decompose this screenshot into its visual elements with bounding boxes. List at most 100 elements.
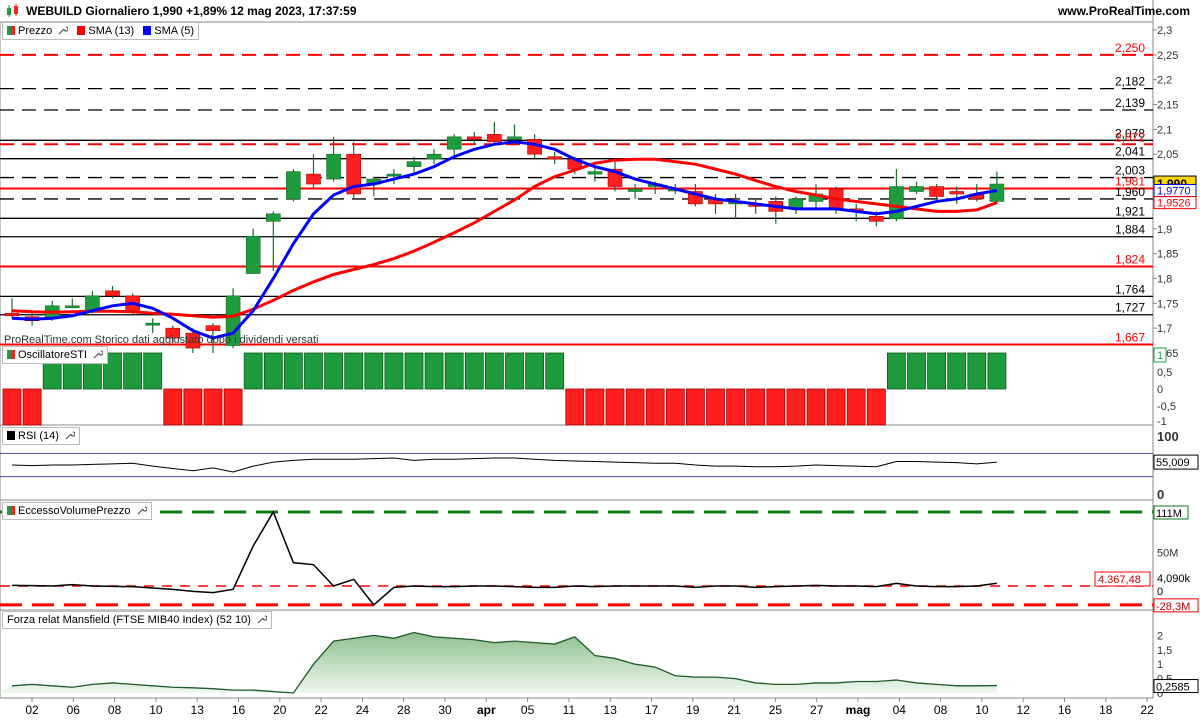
wrench-icon[interactable] (58, 25, 69, 35)
evp-box-value: 4.367,48 (1098, 574, 1141, 586)
legend-bar[interactable]: Prezzo SMA (13) SMA (5) (2, 22, 200, 40)
sti-bar (826, 388, 846, 426)
candle (185, 332, 201, 349)
price-swatch-icon (7, 26, 15, 35)
sti-current-value: 1 (1157, 350, 1163, 362)
candle (65, 305, 80, 309)
evp-lower-tag (1153, 598, 1199, 613)
x-tick-label: 16 (232, 703, 246, 717)
candle (889, 186, 904, 220)
site-link[interactable]: www.ProRealTime.com (1057, 4, 1190, 18)
x-tick-label: 06 (67, 703, 81, 717)
x-tick-label: 12 (1017, 703, 1031, 717)
evp-swatch-icon (7, 506, 15, 515)
rsi-panel-label[interactable]: RSI (14) (2, 427, 81, 445)
y-tick-label: 1,7 (1157, 323, 1172, 335)
sti-bar (746, 388, 766, 426)
mansfield-current-value: 0,2585 (1156, 682, 1190, 694)
sti-bar (143, 352, 163, 390)
sti-bar (947, 352, 967, 390)
sti-bar (183, 388, 203, 426)
y-tick-label: 2,25 (1157, 50, 1178, 62)
legend-sma13: SMA (13) (88, 25, 135, 37)
candle (547, 156, 563, 160)
sti-bar (243, 352, 263, 390)
sti-bar (505, 352, 524, 390)
x-tick-label: 20 (273, 703, 287, 717)
mansfield-tick-label: 2 (1157, 630, 1163, 642)
data-footnote: ProRealTime.com Storico dati aggiustato … (4, 334, 319, 346)
sti-tick-label: 0,5 (1157, 367, 1172, 379)
x-tick-label: 25 (769, 703, 783, 717)
sti-bar (263, 352, 283, 390)
legend-sma5: SMA (5) (154, 25, 195, 37)
evp-line (11, 510, 998, 606)
candle (105, 290, 120, 297)
candle (466, 136, 482, 140)
rsi-swatch-icon (7, 431, 15, 440)
candle (265, 213, 281, 222)
y-tick-label: 2,2 (1157, 75, 1172, 87)
candle (929, 186, 944, 197)
mansfield-panel-label[interactable]: Forza relat Mansfield (FTSE MIB40 Index)… (2, 611, 272, 629)
sti-bar (585, 388, 605, 426)
panel-frame (0, 424, 1154, 501)
candle (286, 171, 301, 200)
sma5-value: 1,9770 (1157, 186, 1191, 198)
level-label: 1,727 (1115, 301, 1145, 315)
x-tick-label: 10 (149, 703, 163, 717)
sti-tick-label: 0 (1157, 384, 1163, 396)
sti-bar (545, 352, 565, 390)
candle (507, 136, 522, 140)
level-label: 1,667 (1115, 331, 1145, 345)
level-label: 2,041 (1115, 145, 1145, 159)
sti-panel-label[interactable]: OscillatoreSTI (2, 346, 109, 364)
sti-bar (384, 352, 404, 390)
candle (627, 188, 643, 192)
mansfield-title: Forza relat Mansfield (FTSE MIB40 Index)… (7, 614, 251, 626)
evp-panel-label[interactable]: EccessoVolumePrezzo (2, 502, 152, 520)
wrench-icon[interactable] (257, 614, 267, 624)
legend-price: Prezzo (18, 25, 53, 37)
sti-bar (686, 388, 705, 426)
sma13-line (11, 157, 998, 319)
x-tick-label: 04 (893, 703, 907, 717)
x-tick-label: 30 (438, 703, 452, 717)
y-tick-label: 2,15 (1157, 100, 1178, 112)
mansfield-tick-label: 1,5 (1157, 645, 1172, 657)
sti-bar (364, 352, 384, 390)
x-tick-label: 08 (934, 703, 948, 717)
sti-bar (525, 352, 544, 390)
sti-bar (806, 388, 826, 426)
candle (386, 173, 402, 177)
evp-lower-value: -28,3M (1156, 601, 1190, 613)
wrench-icon[interactable] (93, 349, 104, 359)
x-tick-label: 08 (108, 703, 122, 717)
candle (487, 134, 502, 143)
sti-bar (484, 352, 504, 390)
candle (205, 325, 221, 331)
sti-bar (907, 352, 926, 390)
sma13-value: 1,9526 (1157, 198, 1191, 210)
sti-bar (424, 352, 444, 390)
candle (165, 327, 181, 339)
x-tick-label: 02 (25, 703, 39, 717)
sma5-swatch-icon (143, 26, 152, 35)
level-label: 1,981 (1115, 175, 1145, 189)
candle (446, 136, 462, 150)
candle (326, 153, 341, 180)
sti-bar (605, 388, 625, 426)
wrench-icon[interactable] (137, 505, 147, 515)
candlestick-icon (7, 4, 18, 17)
sti-bar (344, 352, 364, 390)
sti-bar (645, 388, 665, 426)
candle (949, 191, 965, 195)
evp-zero-label: 0 (1157, 586, 1163, 598)
wrench-icon[interactable] (65, 430, 76, 440)
x-tick-label: mag (846, 703, 871, 717)
sti-bar (203, 388, 223, 426)
x-tick-label: 13 (604, 703, 618, 717)
level-label: 1,960 (1115, 185, 1145, 199)
chart-title: WEBUILD Giornaliero 1,990 +1,89% 12 mag … (26, 4, 357, 18)
